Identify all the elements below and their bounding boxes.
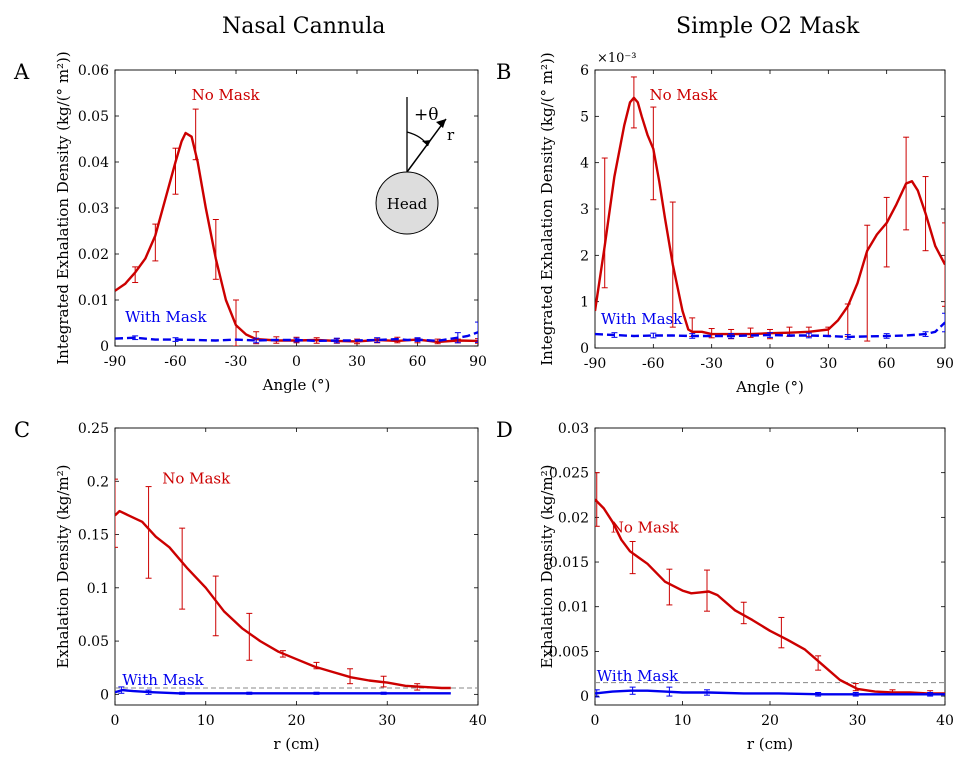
x-tick-label: 10 <box>197 713 215 729</box>
theta-label: +θ <box>414 105 438 125</box>
series-line-with-mask <box>595 321 945 339</box>
chart-panel-c: 0 10 20 30 40 0 0.05 0.1 0.15 0.2 0.25 r (cm) Exhala… <box>54 421 487 753</box>
x-tick-label: -90 <box>104 354 127 370</box>
x-tick-label: 60 <box>409 354 427 370</box>
plot-area <box>115 478 451 695</box>
y-tick-label: 0.06 <box>78 63 109 79</box>
x-tick-label: 90 <box>936 356 954 372</box>
x-tick-label: 30 <box>348 354 366 370</box>
radial-line <box>406 118 447 173</box>
y-tick-label: 0 <box>580 689 589 705</box>
radial-arrowhead <box>436 119 446 128</box>
y-tick-label: 0.015 <box>549 555 589 571</box>
panel-label-c: C <box>14 418 31 442</box>
annotation-with-mask: With Mask <box>125 308 207 326</box>
series-line-with-mask <box>115 688 451 695</box>
series-line-with-mask <box>115 331 478 343</box>
plot-frame <box>594 427 946 706</box>
y-tick-label: 0.04 <box>78 155 109 171</box>
x-axis-label: Angle (°) <box>262 376 331 394</box>
plot-area <box>595 76 945 342</box>
x-tick-label: 40 <box>936 713 954 729</box>
panel-label-b: B <box>496 60 512 84</box>
x-tick-label: -60 <box>164 354 187 370</box>
y-tick-label: 0.03 <box>78 201 109 217</box>
plot-area <box>115 108 478 346</box>
y-tick-label: 0.02 <box>78 247 109 263</box>
panel-label-a: A <box>14 60 30 84</box>
chart-panel-a: -90 -60 -30 0 30 60 90 0 0.01 0.02 0.03 0.04 0.05 0.0… <box>54 51 487 394</box>
y-tick-label: 1 <box>580 295 589 311</box>
y-multiplier-label: ×10⁻³ <box>597 51 637 66</box>
x-tick-label: 20 <box>288 713 306 729</box>
annotation-with-mask: With Mask <box>597 667 679 685</box>
r-label: r <box>447 126 455 144</box>
plot-frame <box>594 69 946 349</box>
head-diagram-inset: Head +θ r <box>375 97 455 235</box>
y-tick-label: 0.1 <box>87 581 109 597</box>
x-tick-label: 30 <box>819 356 837 372</box>
x-axis-label: Angle (°) <box>735 378 804 396</box>
x-tick-label: -60 <box>642 356 665 372</box>
y-tick-label: 0 <box>100 339 109 355</box>
y-tick-label: 0.05 <box>78 634 109 650</box>
y-tick-label: 2 <box>580 248 589 264</box>
y-tick-label: 0.025 <box>549 466 589 482</box>
y-tick-label: 0.2 <box>87 474 109 490</box>
chart-panel-b: -90 -60 -30 0 30 60 90 0 1 2 3 4 5 6 Angle (°) Integrat… <box>538 51 954 396</box>
y-tick-label: 0 <box>100 687 109 703</box>
x-tick-label: 0 <box>111 713 120 729</box>
y-tick-label: 0.15 <box>78 528 109 544</box>
column-title-simple-o2-mask: Simple O2 Mask <box>676 14 860 39</box>
annotation-no-mask: No Mask <box>649 86 718 104</box>
x-tick-label: 30 <box>378 713 396 729</box>
y-tick-label: 6 <box>580 63 589 79</box>
annotation-no-mask: No Mask <box>162 469 231 487</box>
series-line-no-mask <box>115 131 478 344</box>
x-tick-label: 60 <box>878 356 896 372</box>
head-label: Head <box>387 195 428 213</box>
x-tick-label: 10 <box>674 713 692 729</box>
x-axis-label: r (cm) <box>273 735 319 753</box>
y-axis-label: Exhalation Density (kg/m²) <box>538 464 556 668</box>
plot-area <box>595 472 945 698</box>
y-tick-label: 0.01 <box>78 293 109 309</box>
x-tick-label: 0 <box>591 713 600 729</box>
x-tick-label: 90 <box>469 354 487 370</box>
x-axis-label: r (cm) <box>747 735 793 753</box>
y-axis-label: Integrated Exhalation Density (kg/(° m²)… <box>538 52 556 366</box>
y-tick-label: 0.05 <box>78 109 109 125</box>
y-tick-label: 4 <box>580 156 589 172</box>
theta-arrowhead <box>422 140 431 146</box>
x-tick-label: -30 <box>225 354 248 370</box>
column-title-nasal-cannula: Nasal Cannula <box>222 14 386 39</box>
y-tick-label: 5 <box>580 109 589 125</box>
y-tick-label: 0.005 <box>549 644 589 660</box>
y-tick-label: 3 <box>580 202 589 218</box>
annotation-with-mask: With Mask <box>122 671 204 689</box>
y-tick-label: 0.01 <box>558 600 589 616</box>
x-tick-label: -30 <box>700 356 723 372</box>
x-tick-label: 40 <box>469 713 487 729</box>
chart-panel-d: 0 10 20 30 40 0 0.005 0.01 0.015 0.02 0.025 0.03 r (… <box>538 421 954 753</box>
y-tick-label: 0 <box>580 341 589 357</box>
panel-label-d: D <box>496 418 513 442</box>
x-tick-label: 0 <box>292 354 301 370</box>
y-axis-label: Exhalation Density (kg/m²) <box>54 464 72 668</box>
annotation-no-mask: No Mask <box>611 519 680 537</box>
series-line-no-mask <box>595 498 945 695</box>
y-tick-label: 0.25 <box>78 421 109 437</box>
y-tick-label: 0.02 <box>558 510 589 526</box>
y-tick-label: 0.03 <box>558 421 589 437</box>
x-tick-label: -90 <box>584 356 607 372</box>
annotation-with-mask: With Mask <box>601 310 683 328</box>
y-axis-label: Integrated Exhalation Density (kg/(° m²)… <box>54 51 72 365</box>
x-tick-label: 20 <box>761 713 779 729</box>
annotation-no-mask: No Mask <box>192 86 261 104</box>
x-tick-label: 30 <box>849 713 867 729</box>
x-tick-label: 0 <box>766 356 775 372</box>
